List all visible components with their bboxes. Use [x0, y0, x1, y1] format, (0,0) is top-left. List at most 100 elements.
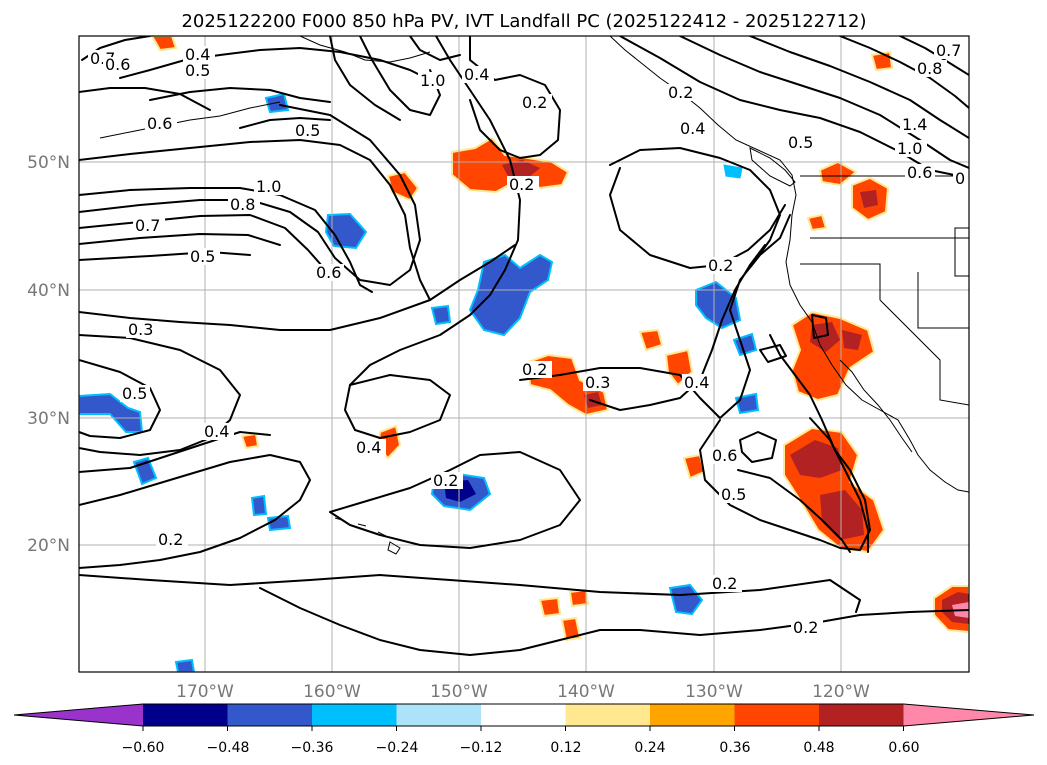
pv-positive-patch: [810, 322, 840, 352]
contour-label: 0.6: [907, 163, 932, 182]
pv-positive-patch: [560, 616, 582, 642]
hawaii-islands: [334, 517, 401, 555]
contour-label: 0.6: [105, 55, 130, 74]
pv-negative-patch: [430, 304, 452, 326]
contour-label: 0.6: [147, 114, 172, 133]
pv-positive-patch: [150, 36, 178, 52]
lon-tick-labels: 170°W 160°W 150°W 140°W 130°W 120°W: [176, 682, 870, 702]
contour-label: 0.4: [356, 438, 381, 457]
pv-positive-patch: [860, 190, 878, 208]
colorbar-segment: [819, 704, 905, 726]
contour-label: 0.5: [185, 61, 210, 80]
lat-tick: 20°N: [27, 536, 70, 556]
lon-tick: 160°W: [303, 682, 361, 702]
alaska-coast: [299, 36, 431, 63]
pv-positive-patch: [240, 432, 260, 450]
baja-coast: [839, 359, 913, 453]
contour-label: 0.2: [509, 175, 534, 194]
lon-tick: 120°W: [812, 682, 870, 702]
contour-label: 0.4: [684, 373, 709, 392]
contour-label: 0.6: [316, 263, 341, 282]
pv-negative-patch: [723, 164, 743, 179]
lat-tick: 50°N: [27, 153, 70, 173]
aleutian-chain: [99, 101, 281, 139]
contour-label: 0: [955, 169, 965, 188]
pv-positive-patch: [820, 490, 864, 540]
contour-label: 0.4: [185, 45, 210, 64]
pv-negative-patch: [250, 494, 268, 517]
pv-positive-patch: [790, 440, 842, 478]
lon-tick: 140°W: [557, 682, 615, 702]
contour-label: 0.6: [712, 446, 737, 465]
colorbar-segment: [734, 704, 820, 726]
contour-label: 0.3: [128, 320, 153, 339]
contour-label: 0.2: [522, 93, 547, 112]
contour-label: 0.5: [788, 133, 813, 152]
map-frame: [78, 35, 970, 673]
lon-tick: 130°W: [685, 682, 743, 702]
state-border: [917, 272, 969, 329]
colorbar-segment: [481, 704, 567, 726]
colorbar: [13, 703, 1035, 731]
colorbar-tick: 0.24: [634, 740, 665, 756]
contour-label: 0.8: [230, 195, 255, 214]
pv-negative-patch: [734, 392, 760, 415]
map-title: 2025122200 F000 850 hPa PV, IVT Landfall…: [181, 11, 866, 32]
contour-label: 0.7: [936, 41, 961, 60]
contour-label: 0.2: [708, 256, 733, 275]
colorbar-tick: −0.60: [122, 740, 165, 756]
colorbar-segment: [312, 704, 398, 726]
colorbar-segment: [650, 704, 736, 726]
colorbar-tick: −0.48: [207, 740, 250, 756]
state-border: [879, 299, 969, 406]
pv-negative-patch: [174, 658, 196, 672]
lon-tick: 150°W: [430, 682, 488, 702]
contour-label: 0.4: [464, 65, 489, 84]
colorbar-segment: [396, 704, 482, 726]
colorbar-segment: [565, 704, 651, 726]
colorbar-extend-high: [903, 704, 1034, 726]
pv-contours: [79, 36, 969, 656]
contour-label: 0.3: [585, 373, 610, 392]
graticule: [79, 36, 969, 672]
pv-positive-patch: [638, 328, 664, 352]
contour-label: 0.2: [433, 471, 458, 490]
pv-positive-patch: [538, 596, 562, 618]
contour-label: 1.0: [420, 71, 445, 90]
lat-tick: 30°N: [27, 409, 70, 429]
pv-negative-patch: [266, 514, 292, 532]
colorbar-tick: −0.24: [376, 740, 419, 756]
colorbar-tick: 0.60: [888, 740, 919, 756]
colorbar-tick: 0.12: [550, 740, 581, 756]
colorbar-segment: [143, 704, 229, 726]
colorbar-segment: [227, 704, 313, 726]
contour-label: 0.2: [522, 360, 547, 379]
contour-label: 0.5: [295, 121, 320, 140]
contour-label: 0.5: [721, 485, 746, 504]
pv-positive-patch: [568, 588, 590, 608]
contour-label: 0.8: [917, 59, 942, 78]
colorbar-ticks: −0.60 −0.48 −0.36 −0.24 −0.12 0.12 0.24 …: [122, 740, 920, 756]
contour-label: 0.5: [122, 384, 147, 403]
state-border: [954, 227, 969, 277]
contour-label: 1.4: [902, 115, 927, 134]
pv-negative-patch: [324, 212, 368, 250]
pv-negative-patch: [668, 583, 704, 616]
colorbar-extend-low: [14, 704, 143, 726]
pv-negative-patch: [695, 280, 742, 330]
pv-positive-patch: [818, 160, 858, 187]
colorbar-tick: 0.48: [803, 740, 834, 756]
contour-label: 0.2: [712, 574, 737, 593]
state-border: [800, 263, 881, 300]
contour-label: 0.2: [793, 618, 818, 637]
coastlines: [99, 36, 969, 555]
lat-tick-labels: 50°N 40°N 30°N 20°N: [27, 153, 70, 556]
contour-label: 0.4: [204, 422, 229, 441]
colorbar-tick: −0.12: [460, 740, 503, 756]
map-content: 0.7 0.6 0.4 0.5 0.6 0.5 1.0 0.8 0.7 0.5 …: [79, 36, 969, 672]
contour-label: 0.7: [135, 216, 160, 235]
colorbar-tick: −0.36: [291, 740, 334, 756]
north-america-coast: [609, 36, 969, 493]
contour-labels: 0.7 0.6 0.4 0.5 0.6 0.5 1.0 0.8 0.7 0.5 …: [88, 41, 969, 637]
